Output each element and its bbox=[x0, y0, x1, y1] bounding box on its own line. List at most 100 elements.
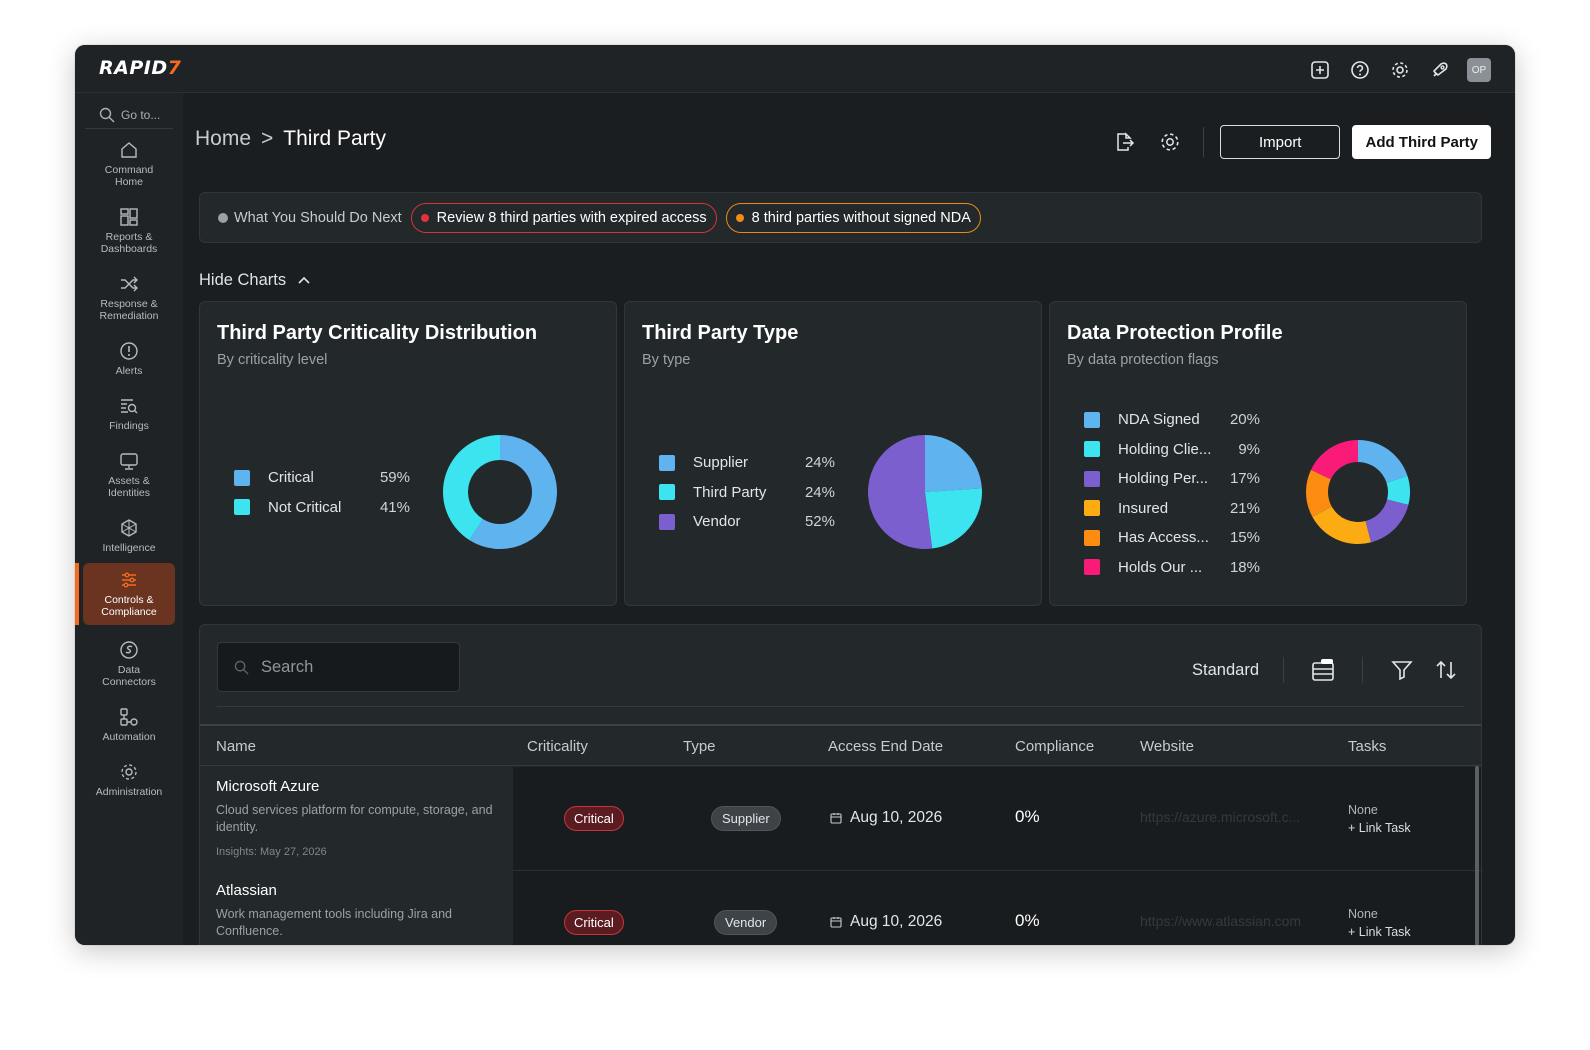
expired-access-pill[interactable]: Review 8 third parties with expired acce… bbox=[410, 202, 717, 233]
breadcrumb: Home > Third Party bbox=[195, 127, 386, 151]
orange-dot bbox=[735, 213, 744, 222]
legend-swatch bbox=[1084, 441, 1100, 458]
page-settings-icon[interactable] bbox=[1153, 125, 1187, 159]
view-selector[interactable]: Standard bbox=[1192, 660, 1259, 679]
chart-legend: Critical 59% Not Critical 41% bbox=[234, 463, 410, 522]
tasks-value: None bbox=[1348, 803, 1378, 817]
alert-icon bbox=[118, 340, 140, 362]
pie-slice-third-party[interactable] bbox=[925, 488, 982, 549]
sidebar-item-reports[interactable]: Reports & Dashboards bbox=[83, 206, 175, 255]
sidebar-item-assets[interactable]: Assets & Identities bbox=[83, 450, 175, 499]
third-party-table-panel: Search Standard Name Criticality bbox=[199, 624, 1482, 945]
import-button[interactable]: Import bbox=[1219, 125, 1341, 159]
pie-slice-holding-per[interactable] bbox=[1365, 499, 1409, 543]
column-header-type[interactable]: Type bbox=[683, 738, 716, 755]
pie-slice-holding-clie[interactable] bbox=[1386, 475, 1410, 505]
app-window: RAPID7 OP Go to... Command Home bbox=[75, 45, 1515, 945]
pie-slice-insured[interactable] bbox=[1312, 506, 1371, 544]
table-scrollbar[interactable] bbox=[1475, 766, 1479, 945]
compliance-value: 0% bbox=[1015, 807, 1040, 826]
pie-slice-supplier[interactable] bbox=[925, 435, 982, 492]
website-link[interactable]: https://www.atlassian.com bbox=[1140, 913, 1302, 929]
sidebar-item-command-home[interactable]: Command Home bbox=[83, 139, 175, 188]
criticality-chart-card: Third Party Criticality Distribution By … bbox=[199, 301, 617, 606]
status-dot bbox=[218, 212, 228, 223]
table-row[interactable]: Microsoft Azure Cloud services platform … bbox=[200, 767, 1481, 871]
hide-charts-toggle[interactable]: Hide Charts bbox=[199, 271, 312, 290]
chart-subtitle: By data protection flags bbox=[1067, 352, 1219, 368]
search-input[interactable]: Search bbox=[217, 642, 460, 692]
legend-swatch bbox=[234, 469, 250, 486]
pie-slice-nda-signed[interactable] bbox=[1358, 440, 1408, 483]
website-link[interactable]: https://azure.microsoft.c... bbox=[1140, 809, 1301, 825]
data-protection-donut-chart bbox=[1306, 440, 1410, 544]
next-steps-label: What You Should Do Next bbox=[218, 210, 402, 226]
search-placeholder: Search bbox=[261, 657, 314, 676]
table-row[interactable]: Atlassian Work management tools includin… bbox=[200, 871, 1481, 945]
search-icon bbox=[99, 107, 115, 122]
access-end-date: Aug 10, 2026 bbox=[830, 913, 942, 931]
search-icon bbox=[234, 660, 249, 675]
main-content: Home > Third Party Import Add Third Part… bbox=[183, 93, 1515, 945]
table-header: Name Criticality Type Access End Date Co… bbox=[200, 724, 1481, 766]
sidebar-item-administration[interactable]: Administration bbox=[83, 761, 175, 798]
sidebar-item-intelligence[interactable]: Intelligence bbox=[83, 517, 175, 554]
sidebar-item-alerts[interactable]: Alerts bbox=[83, 340, 175, 377]
next-steps-bar: What You Should Do Next Review 8 third p… bbox=[199, 192, 1482, 243]
export-icon[interactable] bbox=[1107, 125, 1141, 159]
density-icon[interactable] bbox=[1308, 655, 1338, 685]
legend-item: Third Party 24% bbox=[659, 478, 835, 508]
rocket-icon[interactable] bbox=[1427, 57, 1453, 83]
row-name[interactable]: Microsoft Azure bbox=[216, 778, 320, 795]
settings-icon[interactable] bbox=[1387, 57, 1413, 83]
column-header-criticality[interactable]: Criticality bbox=[527, 738, 588, 755]
toolbar-divider bbox=[1362, 657, 1363, 683]
header-actions: Import Add Third Party bbox=[1107, 125, 1491, 159]
help-icon[interactable] bbox=[1347, 57, 1373, 83]
pie-slice-not-critical[interactable] bbox=[443, 435, 500, 541]
sidebar-item-data-connectors[interactable]: Data Connectors bbox=[83, 639, 175, 688]
add-third-party-button[interactable]: Add Third Party bbox=[1352, 125, 1491, 159]
pie-slice-vendor[interactable] bbox=[868, 435, 933, 549]
sort-icon[interactable] bbox=[1431, 655, 1461, 685]
legend-item: Vendor 52% bbox=[659, 507, 835, 537]
filter-icon[interactable] bbox=[1387, 655, 1417, 685]
column-header-access-end-date[interactable]: Access End Date bbox=[828, 738, 944, 755]
legend-swatch bbox=[659, 454, 675, 471]
user-avatar[interactable]: OP bbox=[1467, 58, 1491, 82]
breadcrumb-separator: > bbox=[261, 127, 274, 150]
row-name[interactable]: Atlassian bbox=[216, 882, 277, 899]
pie-slice-critical[interactable] bbox=[469, 435, 557, 549]
rapid7-logo[interactable]: RAPID7 bbox=[99, 57, 182, 79]
nda-pill[interactable]: 8 third parties without signed NDA bbox=[725, 202, 981, 233]
table-toolbar: Standard bbox=[1192, 655, 1461, 685]
sidebar-item-controls-compliance[interactable]: Controls & Compliance bbox=[83, 563, 175, 625]
breadcrumb-home[interactable]: Home bbox=[195, 127, 252, 150]
legend-item: Holding Per... 17% bbox=[1084, 464, 1260, 494]
connector-icon bbox=[118, 639, 140, 661]
pie-slice-holds-our[interactable] bbox=[1310, 440, 1358, 480]
goto-search[interactable]: Go to... bbox=[85, 101, 173, 129]
column-header-website[interactable]: Website bbox=[1140, 738, 1194, 755]
sidebar-item-response[interactable]: Response & Remediation bbox=[83, 273, 175, 322]
column-header-name[interactable]: Name bbox=[216, 738, 257, 755]
legend-swatch bbox=[1084, 500, 1100, 517]
column-header-compliance[interactable]: Compliance bbox=[1015, 738, 1095, 755]
criticality-badge: Critical bbox=[564, 806, 624, 831]
column-header-tasks[interactable]: Tasks bbox=[1348, 738, 1387, 755]
legend-item: NDA Signed 20% bbox=[1084, 405, 1260, 435]
goto-label: Go to... bbox=[121, 107, 161, 122]
pie-slice-has-access[interactable] bbox=[1306, 469, 1332, 518]
gear-icon bbox=[118, 761, 140, 783]
findings-icon bbox=[118, 395, 140, 417]
link-task-button[interactable]: + Link Task bbox=[1348, 821, 1411, 835]
add-icon[interactable] bbox=[1307, 57, 1333, 83]
link-task-button[interactable]: + Link Task bbox=[1348, 925, 1411, 939]
sidebar-item-findings[interactable]: Findings bbox=[83, 395, 175, 432]
top-bar: RAPID7 OP bbox=[75, 45, 1515, 93]
type-badge: Supplier bbox=[711, 806, 781, 831]
sidebar-item-automation[interactable]: Automation bbox=[83, 706, 175, 743]
shuffle-icon bbox=[118, 273, 140, 295]
data-protection-chart-card: Data Protection Profile By data protecti… bbox=[1049, 301, 1467, 606]
tasks-cell: None + Link Task bbox=[1348, 905, 1411, 941]
